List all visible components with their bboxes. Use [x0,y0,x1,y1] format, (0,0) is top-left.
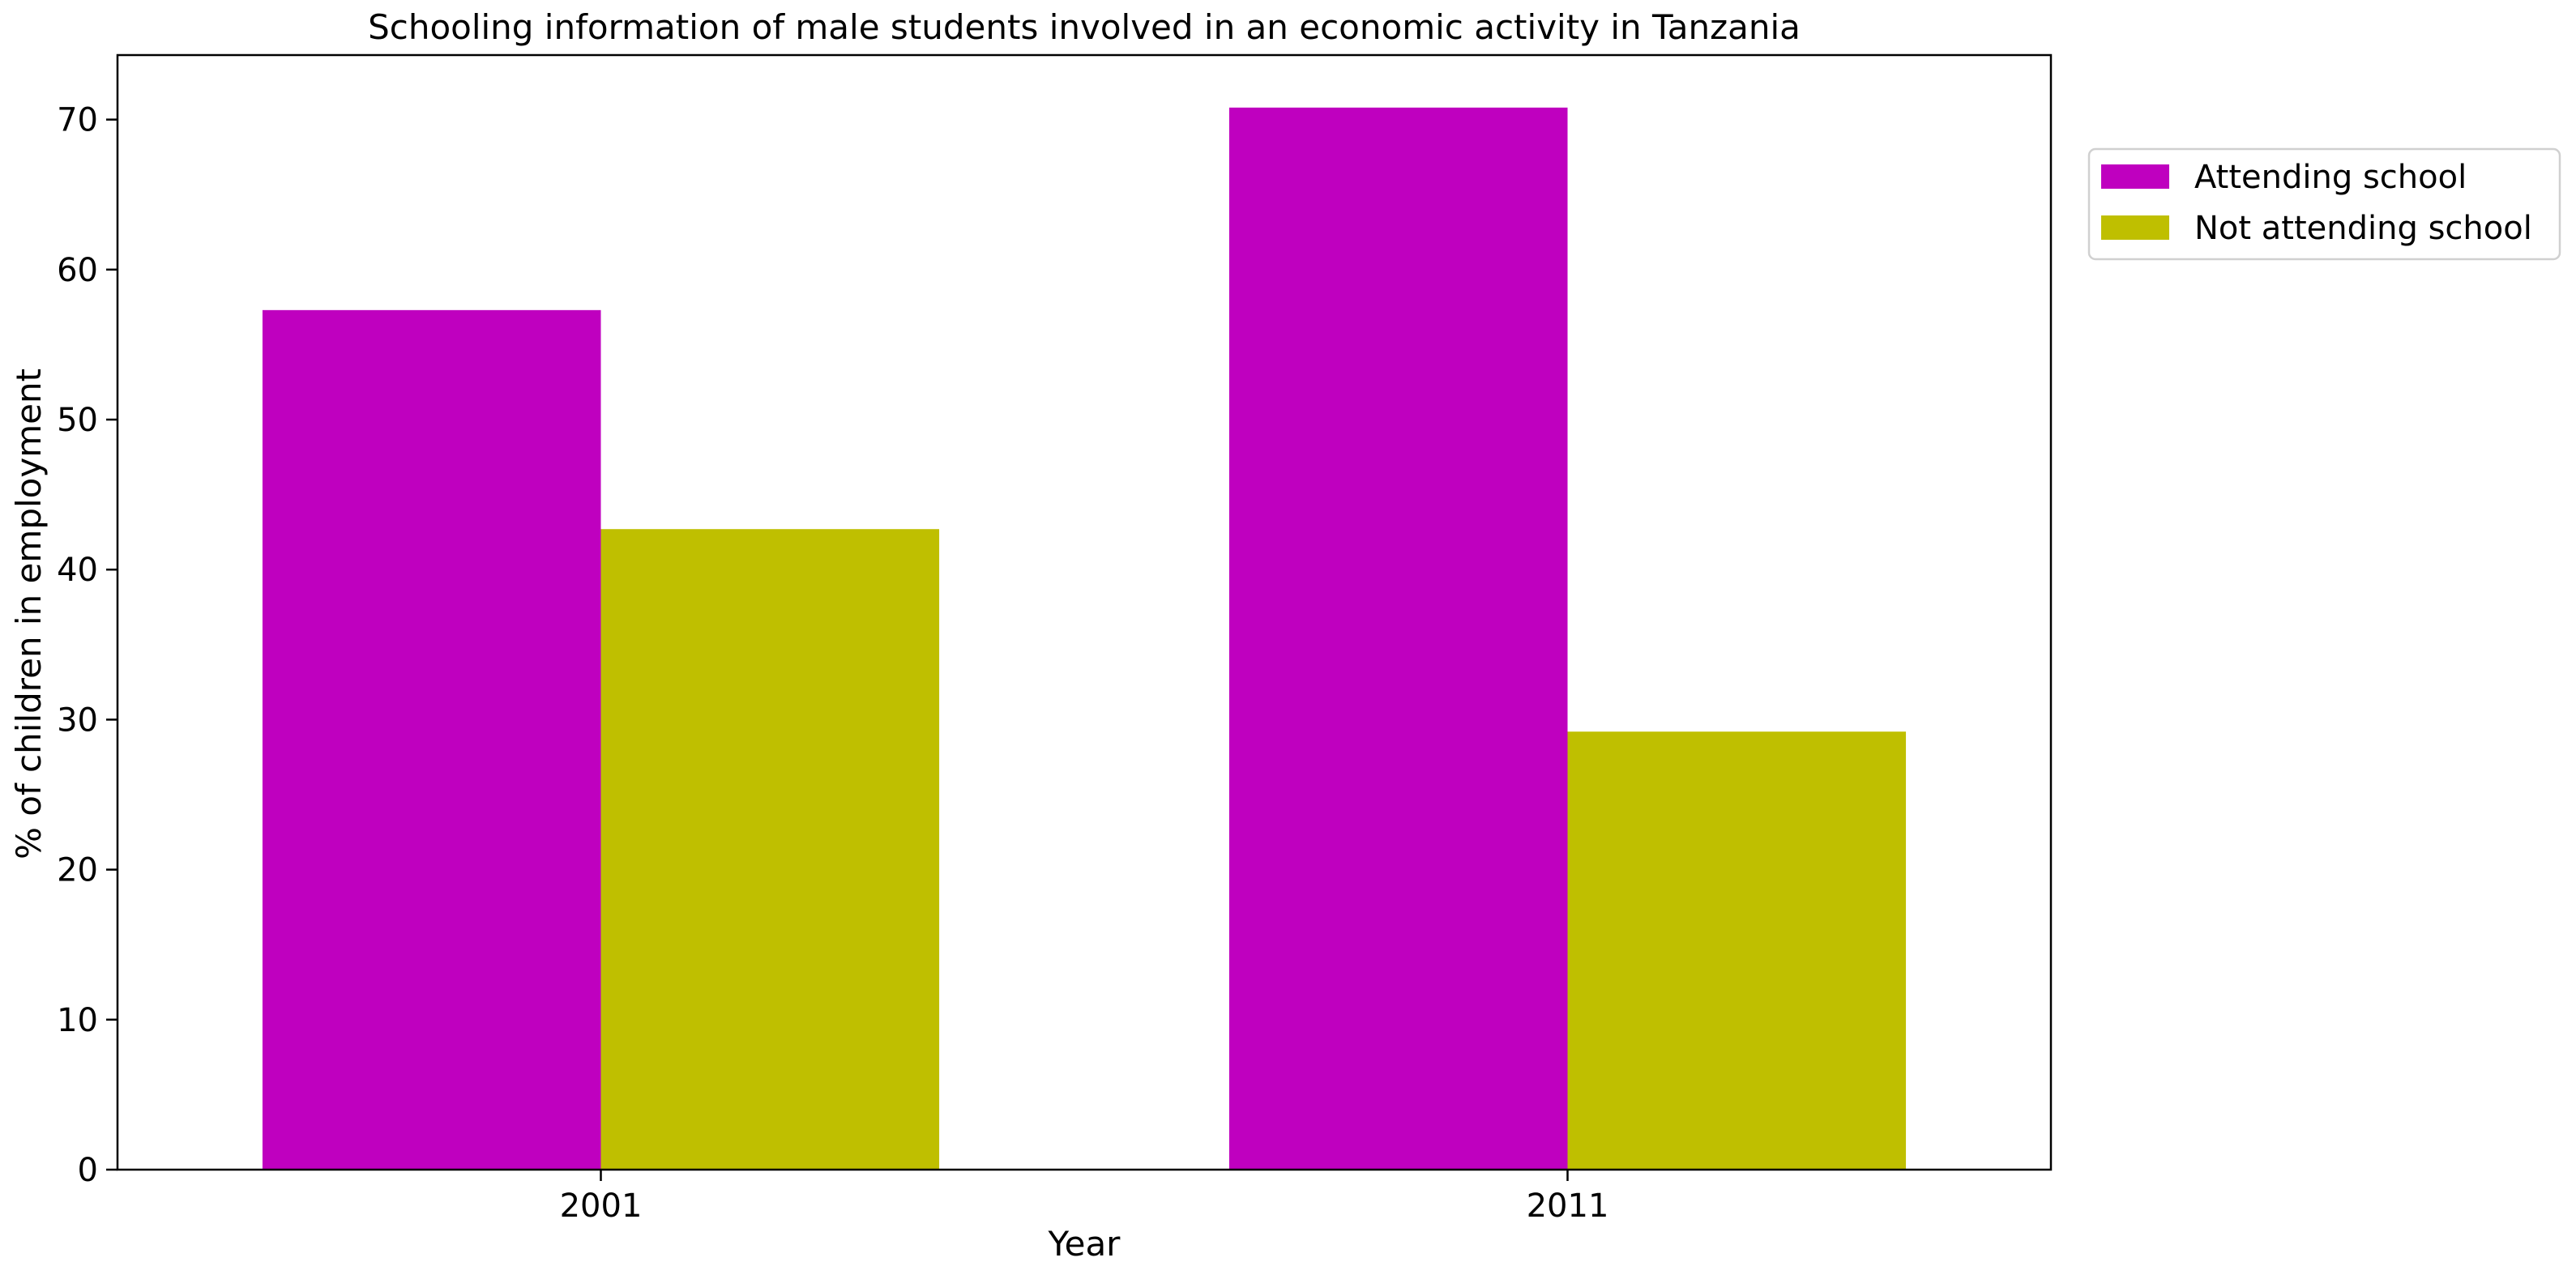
legend: Attending school Not attending school [2087,147,2561,261]
y-tick-label: 60 [57,252,98,289]
y-tick-label: 70 [57,102,98,139]
legend-swatch-attending-school [2101,164,2169,189]
chart-title: Schooling information of male students i… [368,7,1801,47]
bar-not-attending-school-2001 [600,529,940,1170]
y-axis-label: % of children in employment [9,369,49,859]
bar-not-attending-school-2011 [1567,731,1907,1170]
y-tick-label: 50 [57,402,98,439]
x-axis-label: Year [1048,1224,1121,1264]
legend-label-not-attending-school: Not attending school [2194,210,2532,247]
legend-box [2087,147,2561,261]
x-tick-label: 2001 [560,1187,643,1225]
y-tick-label: 20 [57,852,98,889]
legend-label-attending-school: Attending school [2194,159,2467,196]
plot-frame [116,53,2053,1171]
y-tick-label: 10 [57,1002,98,1039]
axes-layer: 0 10 20 30 40 50 60 70 2001 2011 [57,53,2053,1225]
bars-layer [262,107,1907,1170]
legend-swatch-not-attending-school [2101,215,2169,240]
y-tick-label: 30 [57,701,98,739]
y-tick-label: 40 [57,552,98,589]
x-tick-label: 2011 [1527,1187,1609,1225]
bar-attending-school-2011 [1228,107,1568,1170]
bar-attending-school-2001 [262,309,601,1170]
y-tick-label: 0 [78,1152,98,1189]
